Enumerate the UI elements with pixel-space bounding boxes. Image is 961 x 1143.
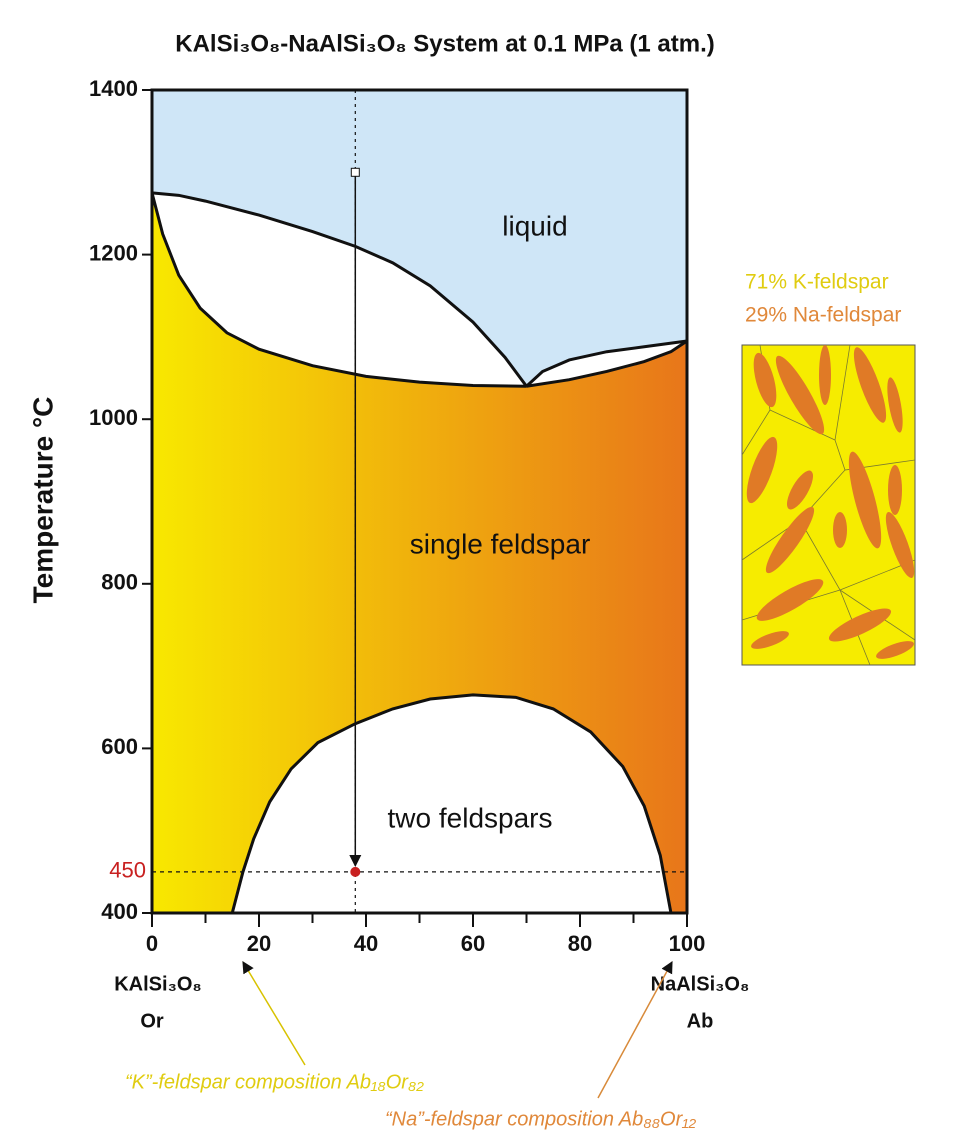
solvus-region — [232, 694, 671, 913]
endmember-abbr: Ab — [687, 1010, 714, 1032]
y-tick-label: 400 — [101, 899, 138, 924]
y-tick-label: 600 — [101, 734, 138, 759]
y-tick-label: 800 — [101, 570, 138, 595]
melt-region — [526, 341, 687, 387]
y-tick-label: 1400 — [89, 76, 138, 101]
y-tick-label: 1000 — [89, 405, 138, 430]
region-label: single feldspar — [410, 528, 591, 559]
x-tick-label: 80 — [568, 931, 592, 956]
endmember-abbr: Or — [140, 1010, 164, 1032]
region-label: liquid — [502, 210, 567, 241]
phase-boundary — [150, 192, 527, 388]
melt-region — [152, 192, 527, 387]
isotherm-label: 450 — [109, 858, 146, 883]
end-point — [350, 866, 361, 877]
x-tick-label: 20 — [247, 931, 271, 956]
texture-label: 71% K-feldspar — [745, 271, 889, 294]
x-tick-label: 100 — [669, 931, 706, 956]
phase-boundary — [525, 339, 688, 388]
texture-label: 29% Na-feldspar — [745, 304, 901, 327]
x-tick-label: 40 — [354, 931, 378, 956]
endmember-formula: KAlSi₃O₈ — [114, 973, 202, 995]
phase-boundary — [230, 693, 673, 914]
annotation: “Na”-feldspar composition Ab₈₈Or₁₂ — [385, 1108, 697, 1130]
x-tick-label: 0 — [146, 931, 158, 956]
chart-title: KAlSi₃O₈-NaAlSi₃O₈ System at 0.1 MPa (1 … — [175, 30, 714, 57]
annotation: “K”-feldspar composition Ab₁₈Or₈₂ — [125, 1071, 424, 1093]
y-axis-label: Temperature °C — [27, 397, 58, 604]
start-point — [350, 167, 360, 177]
annotation-arrow — [242, 960, 306, 1066]
y-tick-label: 1200 — [89, 240, 138, 265]
x-tick-label: 60 — [461, 931, 485, 956]
region-label: two feldspars — [388, 802, 553, 833]
texture — [741, 344, 916, 666]
phase-boundary — [526, 339, 688, 388]
annotation-arrow — [597, 960, 673, 1099]
endmember-formula: NaAlSi₃O₈ — [651, 973, 750, 995]
